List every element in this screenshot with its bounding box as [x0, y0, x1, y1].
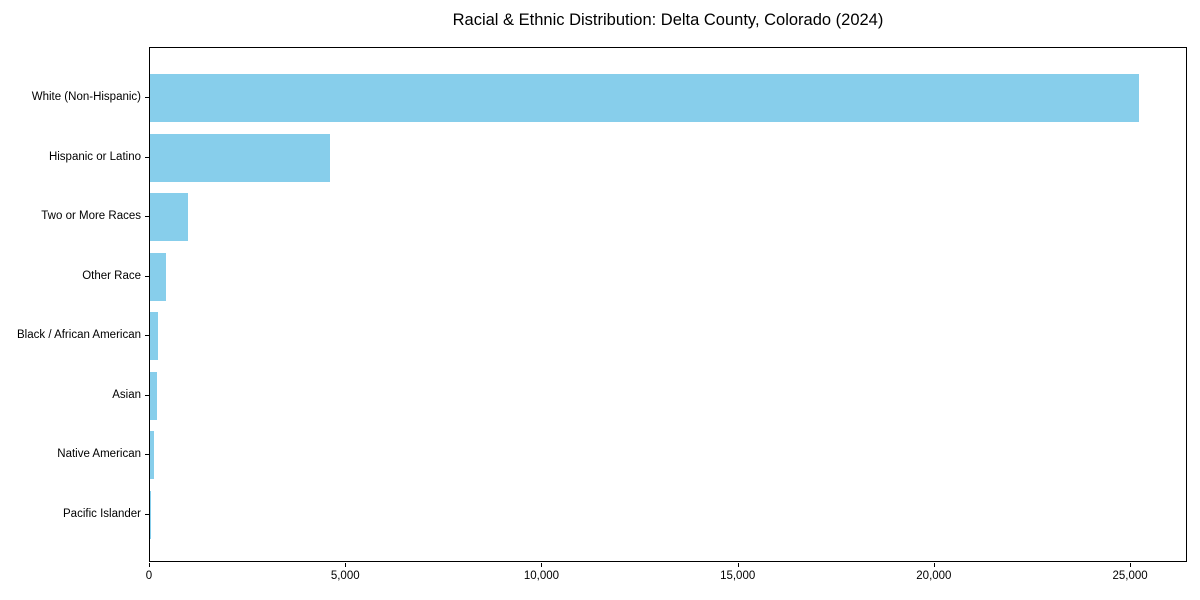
category-label: Pacific Islander: [63, 507, 141, 520]
category-label: Other Race: [82, 269, 141, 282]
bar: [150, 431, 154, 479]
x-tick-mark: [149, 563, 150, 567]
y-tick-mark: [145, 454, 149, 455]
category-label: White (Non-Hispanic): [31, 91, 141, 103]
bar: [150, 490, 151, 539]
category-label: Hispanic or Latino: [48, 150, 141, 163]
y-tick-mark: [145, 513, 149, 515]
y-tick-mark: [145, 97, 149, 98]
x-tick-mark: [737, 563, 739, 567]
x-tick-mark: [1130, 563, 1132, 567]
bar: [150, 133, 331, 182]
bar: [150, 371, 157, 420]
x-axis-tick-label: 20,000: [916, 570, 952, 582]
x-axis-tick-label: 25,000: [1112, 570, 1148, 582]
bar: [150, 193, 189, 241]
x-axis-tick-label: 10,000: [523, 570, 560, 582]
x-tick-mark: [345, 563, 347, 567]
x-tick-mark: [541, 563, 543, 567]
bar: [150, 252, 167, 301]
plot-area: [149, 47, 1187, 562]
y-tick-mark: [145, 394, 149, 396]
x-axis-tick-label: 0: [145, 570, 153, 582]
x-axis-tick-label: 15,000: [720, 570, 756, 582]
y-tick-mark: [145, 335, 149, 336]
x-axis-tick-label: 5,000: [330, 570, 360, 582]
category-label: Black / African American: [17, 329, 141, 341]
y-tick-mark: [145, 156, 149, 158]
y-tick-mark: [145, 216, 149, 217]
y-tick-mark: [145, 275, 149, 277]
category-label: Asian: [112, 388, 141, 401]
bar: [150, 74, 1139, 122]
category-label: Native American: [57, 448, 141, 460]
bar: [150, 312, 159, 360]
category-label: Two or More Races: [41, 210, 141, 222]
x-tick-mark: [933, 563, 935, 567]
chart-title: Racial & Ethnic Distribution: Delta Coun…: [452, 11, 884, 29]
